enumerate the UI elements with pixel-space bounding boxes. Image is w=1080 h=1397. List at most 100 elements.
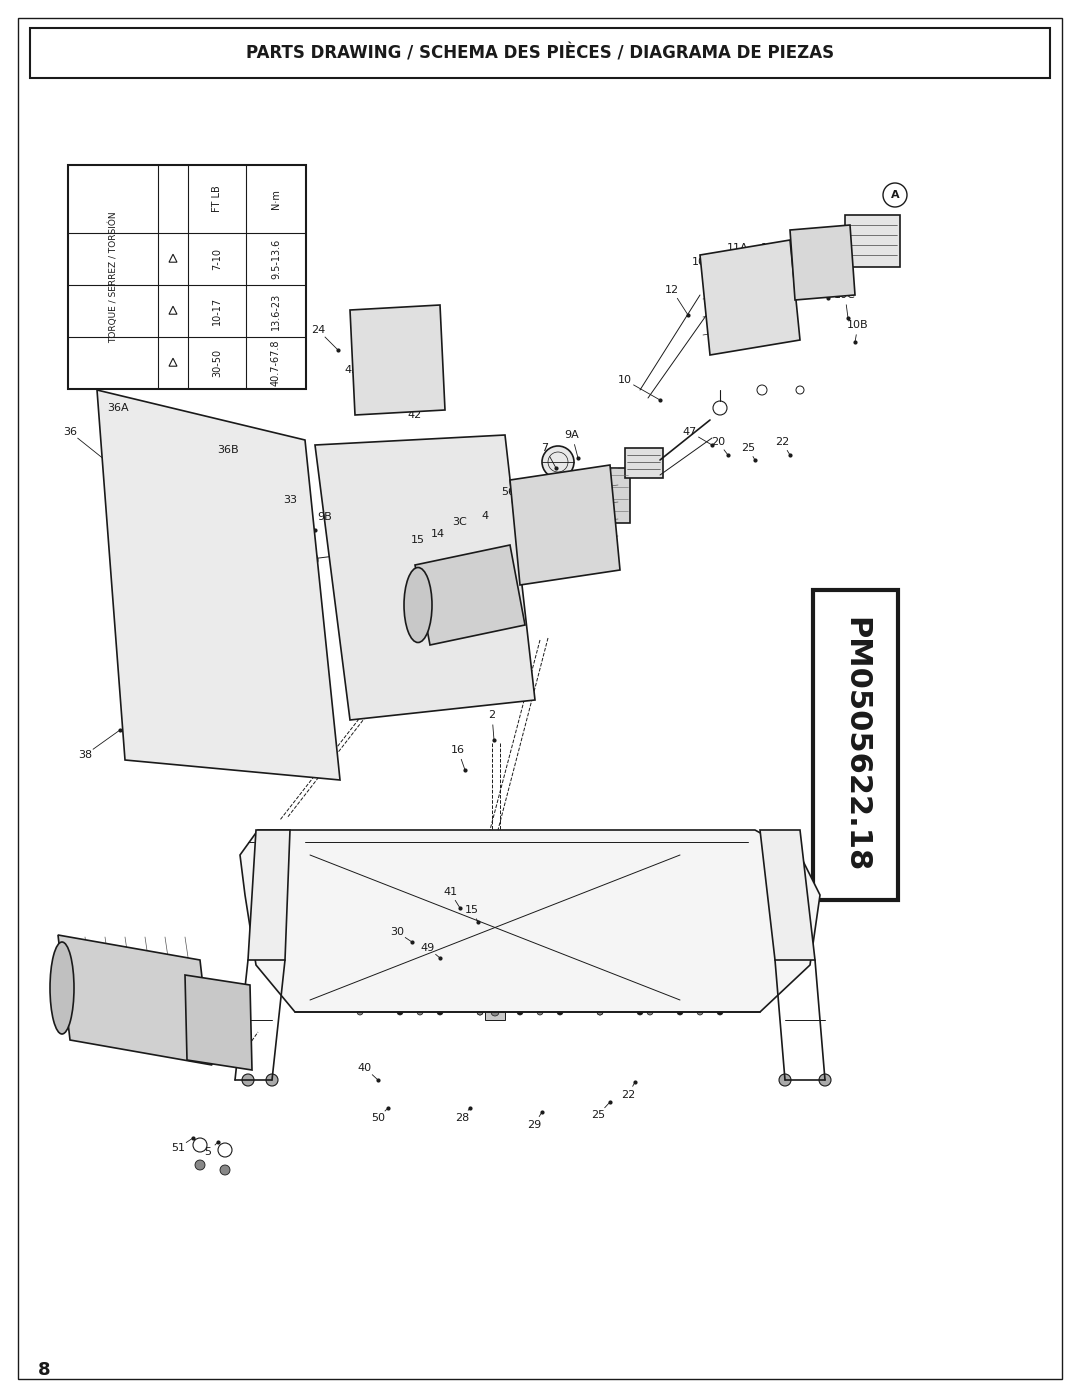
Circle shape bbox=[384, 351, 405, 370]
Ellipse shape bbox=[404, 567, 432, 643]
Circle shape bbox=[242, 1074, 254, 1085]
Text: 36A: 36A bbox=[107, 402, 129, 414]
Text: 40.7-67.8: 40.7-67.8 bbox=[271, 339, 281, 386]
Circle shape bbox=[235, 1051, 245, 1060]
Polygon shape bbox=[700, 240, 800, 355]
Circle shape bbox=[491, 1009, 499, 1016]
Circle shape bbox=[183, 590, 194, 601]
Circle shape bbox=[537, 1009, 543, 1016]
Text: 36: 36 bbox=[63, 427, 77, 437]
Text: 9.5-13.6: 9.5-13.6 bbox=[271, 239, 281, 279]
Ellipse shape bbox=[50, 942, 75, 1034]
Text: 1: 1 bbox=[58, 983, 66, 993]
Text: 30: 30 bbox=[390, 928, 404, 937]
Bar bbox=[200, 1009, 240, 1028]
Circle shape bbox=[193, 1139, 207, 1153]
Circle shape bbox=[554, 529, 566, 541]
Circle shape bbox=[819, 1074, 831, 1085]
Text: 12: 12 bbox=[665, 285, 679, 295]
Text: 29: 29 bbox=[527, 1120, 541, 1130]
Text: 7: 7 bbox=[541, 443, 549, 453]
Text: 4: 4 bbox=[482, 511, 488, 521]
Text: PM0505622.18: PM0505622.18 bbox=[841, 617, 870, 873]
Text: N·m: N·m bbox=[271, 189, 281, 210]
Circle shape bbox=[158, 564, 218, 624]
Text: 28: 28 bbox=[455, 1113, 469, 1123]
Circle shape bbox=[417, 1009, 423, 1016]
Circle shape bbox=[637, 1009, 643, 1016]
Text: 10D: 10D bbox=[809, 272, 832, 284]
Circle shape bbox=[597, 1009, 603, 1016]
Circle shape bbox=[542, 446, 573, 478]
Text: 22: 22 bbox=[621, 1090, 635, 1099]
Circle shape bbox=[218, 1143, 232, 1157]
Circle shape bbox=[477, 1009, 483, 1016]
Circle shape bbox=[677, 1009, 683, 1016]
Circle shape bbox=[779, 1074, 791, 1085]
Circle shape bbox=[190, 990, 200, 1000]
Polygon shape bbox=[415, 545, 525, 645]
Text: 10B: 10B bbox=[847, 320, 868, 330]
Circle shape bbox=[542, 517, 578, 553]
Text: 22: 22 bbox=[774, 437, 789, 447]
Circle shape bbox=[757, 386, 767, 395]
Polygon shape bbox=[248, 830, 291, 960]
Text: 25: 25 bbox=[741, 443, 755, 453]
Circle shape bbox=[477, 1009, 483, 1016]
Polygon shape bbox=[185, 975, 252, 1070]
Circle shape bbox=[58, 983, 66, 992]
Text: 49: 49 bbox=[421, 943, 435, 953]
Text: FT LB: FT LB bbox=[212, 186, 222, 212]
Text: 11A: 11A bbox=[727, 243, 748, 253]
Text: 10A: 10A bbox=[692, 257, 714, 267]
Text: 56B: 56B bbox=[501, 488, 523, 497]
Polygon shape bbox=[240, 830, 820, 1011]
Circle shape bbox=[437, 1009, 443, 1016]
Circle shape bbox=[796, 386, 804, 394]
Circle shape bbox=[717, 1009, 723, 1016]
Bar bbox=[813, 590, 897, 900]
Text: 10C: 10C bbox=[834, 291, 855, 300]
Text: 24: 24 bbox=[311, 326, 325, 335]
Circle shape bbox=[673, 848, 687, 862]
Bar bbox=[68, 165, 306, 388]
Polygon shape bbox=[97, 390, 340, 780]
Text: 41: 41 bbox=[443, 887, 457, 897]
Bar bbox=[845, 215, 900, 267]
Polygon shape bbox=[350, 305, 445, 415]
Text: A: A bbox=[891, 190, 900, 200]
Text: 30-50: 30-50 bbox=[212, 349, 222, 377]
Text: 13.6-23: 13.6-23 bbox=[271, 292, 281, 330]
Text: 40: 40 bbox=[357, 1063, 373, 1073]
Circle shape bbox=[52, 978, 72, 997]
Text: 16: 16 bbox=[451, 745, 465, 754]
Circle shape bbox=[518, 493, 602, 577]
Text: 2: 2 bbox=[488, 710, 496, 719]
Circle shape bbox=[220, 1165, 230, 1175]
Circle shape bbox=[647, 1009, 653, 1016]
Circle shape bbox=[597, 1009, 603, 1016]
Text: 9A: 9A bbox=[565, 430, 579, 440]
Bar bbox=[30, 28, 1050, 78]
Circle shape bbox=[713, 401, 727, 415]
Bar bbox=[478, 909, 502, 940]
Text: 38: 38 bbox=[78, 750, 92, 760]
Text: 42C: 42C bbox=[419, 314, 441, 326]
Circle shape bbox=[414, 601, 422, 609]
Polygon shape bbox=[315, 434, 535, 719]
Polygon shape bbox=[510, 465, 620, 585]
Text: 15: 15 bbox=[411, 535, 426, 545]
Text: 42B: 42B bbox=[345, 365, 366, 374]
Text: 3C: 3C bbox=[453, 517, 468, 527]
Text: 9B: 9B bbox=[318, 511, 333, 522]
Text: 7-10: 7-10 bbox=[212, 249, 222, 270]
Bar bbox=[485, 1004, 505, 1020]
Text: PARTS DRAWING / SCHEMA DES PIÈCES / DIAGRAMA DE PIEZAS: PARTS DRAWING / SCHEMA DES PIÈCES / DIAG… bbox=[246, 43, 834, 61]
Bar bbox=[625, 448, 663, 478]
Text: 25: 25 bbox=[591, 1111, 605, 1120]
Text: 51: 51 bbox=[171, 1143, 185, 1153]
Bar bbox=[428, 598, 446, 612]
Circle shape bbox=[303, 848, 318, 862]
Text: 10-17: 10-17 bbox=[212, 298, 222, 326]
Circle shape bbox=[235, 995, 245, 1004]
